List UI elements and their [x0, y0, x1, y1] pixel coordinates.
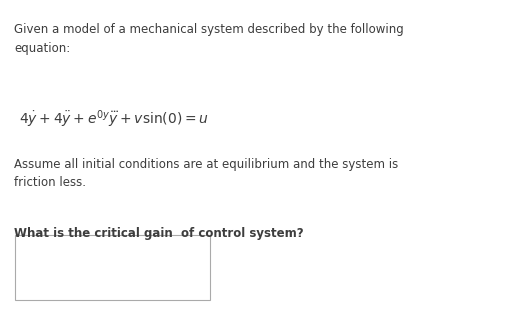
Text: Given a model of a mechanical system described by the following
equation:: Given a model of a mechanical system des… [14, 23, 404, 55]
Text: What is the critical gain  of control system?: What is the critical gain of control sys… [14, 227, 304, 240]
Text: Assume all initial conditions are at equilibrium and the system is
friction less: Assume all initial conditions are at equ… [14, 158, 399, 190]
Text: $4\dot{y} + 4\ddot{y} + e^{0y}\dddot{y} + v\mathrm{sin}(0) = u$: $4\dot{y} + 4\ddot{y} + e^{0y}\dddot{y} … [19, 109, 210, 130]
